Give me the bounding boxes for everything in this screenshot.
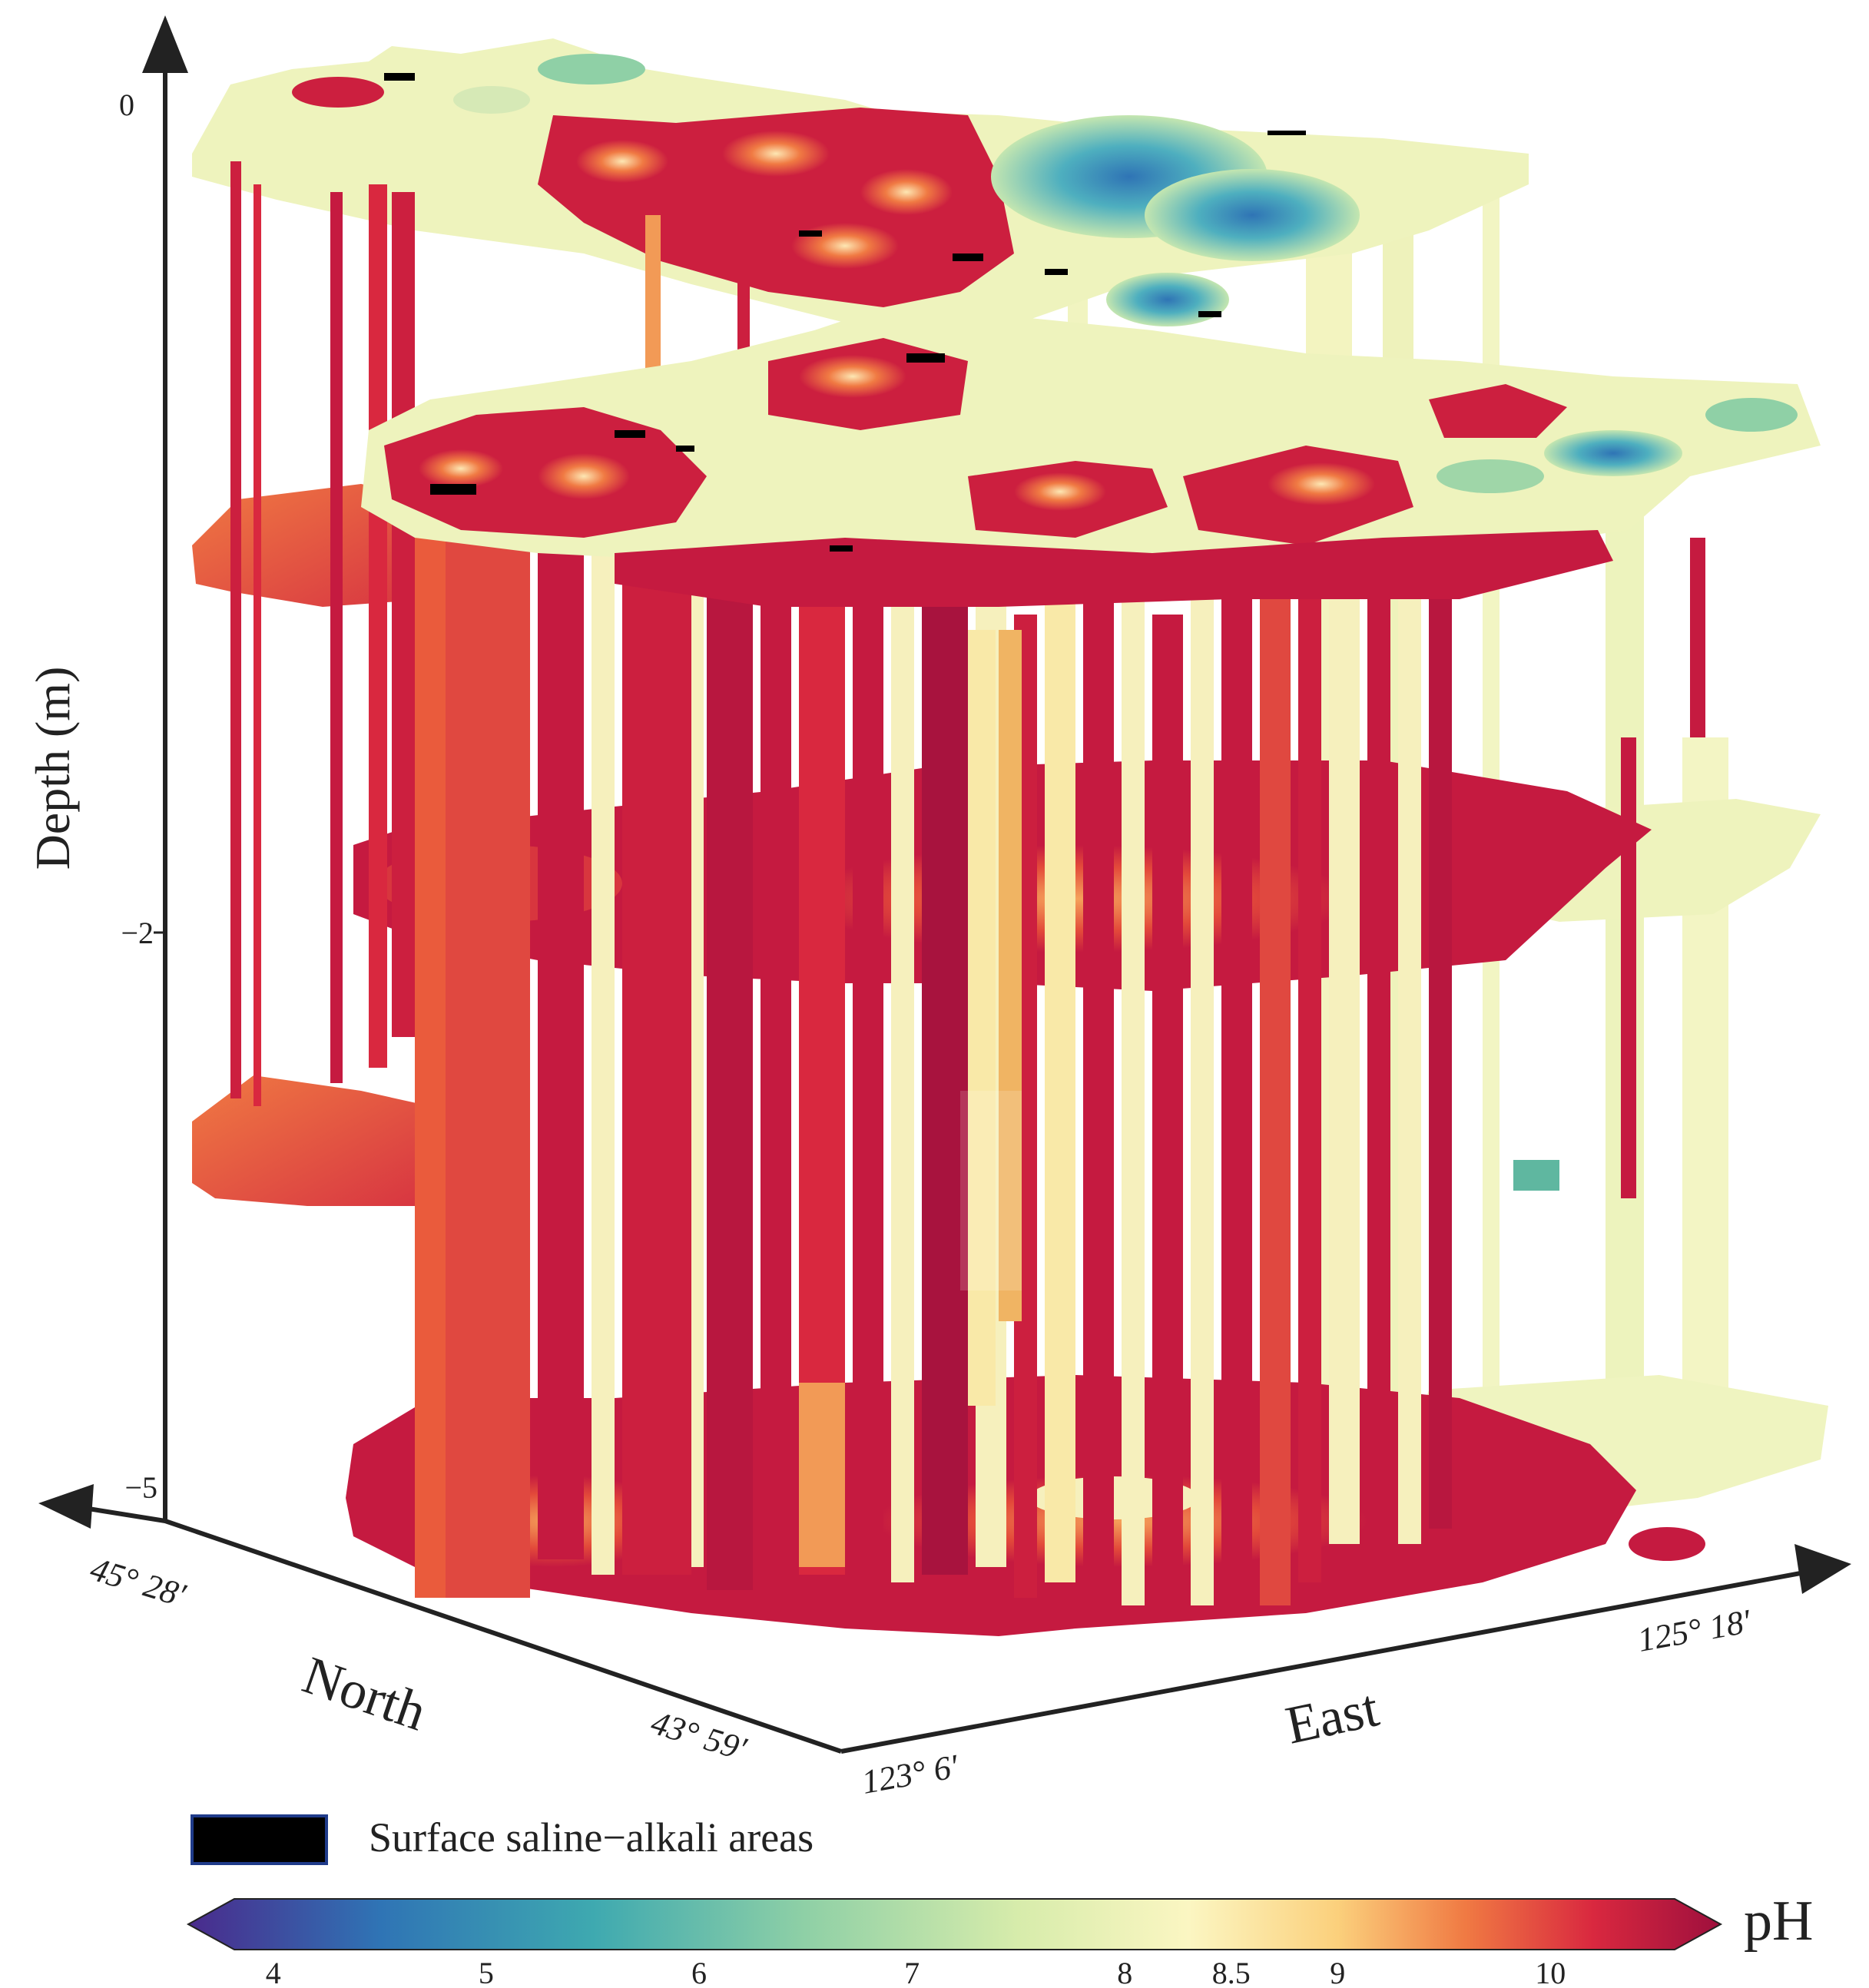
hotspot bbox=[1268, 462, 1375, 505]
depth-tick-label: 0 bbox=[119, 88, 134, 122]
layer-left-bottom bbox=[192, 1075, 430, 1206]
depth-axis-label: Depth (m) bbox=[25, 667, 80, 870]
north-axis-arrowhead bbox=[38, 1484, 94, 1529]
colorbar-tick-label: 9 bbox=[1330, 1956, 1345, 1988]
colorbar-tick-label: 7 bbox=[904, 1956, 920, 1988]
east-axis-label: East bbox=[1281, 1678, 1384, 1755]
colorbar-tick-label: 8.5 bbox=[1212, 1956, 1251, 1988]
saline-alkali-specks bbox=[384, 73, 1306, 552]
east-tick-label: 125° 18′ bbox=[1635, 1602, 1755, 1659]
depth-tick-label: −5 bbox=[124, 1470, 157, 1505]
east-axis-line bbox=[840, 1569, 1814, 1754]
hotspot bbox=[791, 223, 899, 269]
legend: Surface saline−alkali areas bbox=[191, 1814, 814, 1865]
red-patch bbox=[292, 77, 384, 108]
hotspot bbox=[419, 449, 503, 488]
red-patch bbox=[1429, 384, 1567, 438]
colorbar-tick-label: 5 bbox=[479, 1956, 494, 1988]
green-patch bbox=[1705, 398, 1798, 432]
colorbar-ticks: 4 5 6 7 8 8.5 9 10 bbox=[266, 1956, 1566, 1988]
green-patch bbox=[1437, 459, 1544, 493]
hotspot bbox=[1014, 472, 1106, 511]
hotspot bbox=[799, 355, 906, 398]
colorbar: 4 5 6 7 8 8.5 9 10 pH bbox=[186, 1890, 1813, 1988]
hotspot bbox=[538, 453, 630, 499]
acidic-zone bbox=[1145, 169, 1360, 261]
colorbar-bar bbox=[186, 1898, 1723, 1950]
east-axis-arrowhead bbox=[1794, 1544, 1851, 1594]
acidic-zone bbox=[1106, 273, 1229, 326]
acidic-zone bbox=[1544, 430, 1682, 476]
hotspot bbox=[576, 140, 668, 183]
legend-label: Surface saline−alkali areas bbox=[369, 1814, 814, 1860]
depth-axis-arrowhead bbox=[142, 15, 188, 73]
north-tick-label: 45° 28′ bbox=[86, 1550, 191, 1615]
front-edge-red bbox=[615, 530, 1613, 607]
depth-tick-label: −2 bbox=[121, 916, 154, 950]
surface-front-layer bbox=[361, 307, 1821, 599]
colorbar-tick-label: 10 bbox=[1535, 1956, 1566, 1988]
north-axis-label: North bbox=[296, 1645, 433, 1742]
teal-patch bbox=[1513, 1160, 1559, 1191]
base-axis-line bbox=[164, 1519, 842, 1754]
red-dot bbox=[1629, 1527, 1705, 1561]
colorbar-tick-label: 6 bbox=[691, 1956, 707, 1988]
legend-swatch bbox=[191, 1814, 328, 1865]
east-tick-label: 123° 6′ bbox=[859, 1747, 962, 1801]
green-patch bbox=[538, 54, 645, 84]
sample-columns bbox=[230, 161, 1705, 1605]
colorbar-tick-label: 4 bbox=[266, 1956, 281, 1988]
green-patch bbox=[453, 86, 530, 114]
hotspot bbox=[860, 169, 953, 215]
colorbar-tick-label: 8 bbox=[1117, 1956, 1132, 1988]
colorbar-title: pH bbox=[1744, 1890, 1813, 1953]
voxel-visualization bbox=[192, 38, 1828, 1636]
axes bbox=[68, 61, 1814, 1754]
hotspot bbox=[722, 131, 830, 177]
